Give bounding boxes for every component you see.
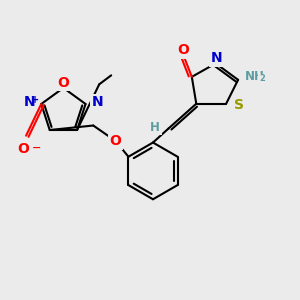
Text: NH: NH [245,70,265,83]
Text: N: N [92,95,103,110]
Text: H: H [150,121,160,134]
Text: 2: 2 [259,74,265,83]
Text: S: S [234,98,244,112]
Text: O: O [18,142,30,156]
Text: +: + [31,95,39,105]
Text: O: O [177,43,189,57]
Text: N: N [211,51,222,65]
Text: O: O [58,76,69,89]
Text: N: N [24,95,35,110]
Text: O: O [110,134,122,148]
Text: −: − [32,143,41,153]
